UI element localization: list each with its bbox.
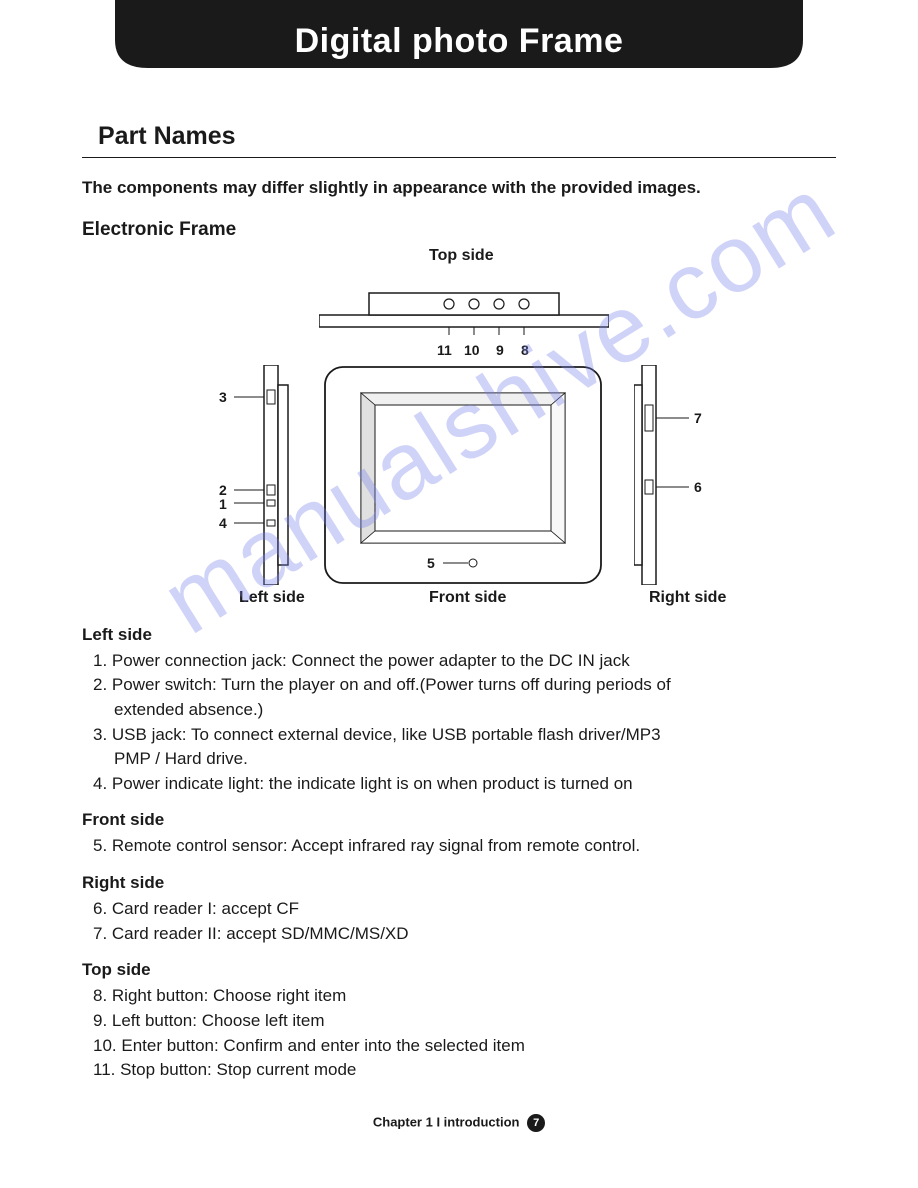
callout-8: 8: [521, 342, 529, 358]
part-item: 9. Left button: Choose left item: [82, 1009, 836, 1034]
part-item: 7. Card reader II: accept SD/MMC/MS/XD: [82, 922, 836, 947]
intro-text: The components may differ slightly in ap…: [82, 176, 836, 201]
callout-5: 5: [427, 555, 435, 571]
callout-6: 6: [694, 479, 702, 495]
header-title: Digital photo Frame: [0, 22, 918, 61]
diagram-top-view: [319, 275, 609, 335]
group-heading: Front side: [82, 810, 836, 830]
group-heading: Top side: [82, 960, 836, 980]
callout-11: 11: [437, 342, 452, 358]
callout-1: 1: [219, 496, 227, 512]
callout-4: 4: [219, 515, 227, 531]
diagram-label-right: Right side: [649, 589, 726, 607]
diagram-right-view: [634, 365, 694, 585]
page-content: Part Names The components may differ sli…: [0, 80, 918, 1083]
callout-9: 9: [496, 342, 504, 358]
diagram-label-top: Top side: [429, 247, 494, 265]
group-heading: Left side: [82, 625, 836, 645]
part-descriptions: Left side 1. Power connection jack: Conne…: [82, 625, 836, 1083]
callout-3: 3: [219, 389, 227, 405]
part-item: 8. Right button: Choose right item: [82, 984, 836, 1009]
page-footer: Chapter 1 I introduction 7: [0, 1114, 918, 1132]
part-item: 2. Power switch: Turn the player on and …: [82, 673, 836, 698]
section-divider: [82, 157, 836, 158]
page-number: 7: [527, 1114, 545, 1132]
part-item: 11. Stop button: Stop current mode: [82, 1058, 836, 1083]
diagram-label-left: Left side: [239, 589, 305, 607]
part-item: 4. Power indicate light: the indicate li…: [82, 772, 836, 797]
part-item-cont: extended absence.): [82, 698, 836, 723]
group-heading: Right side: [82, 873, 836, 893]
diagram-front-view: [323, 365, 603, 585]
callout-7: 7: [694, 410, 702, 426]
footer-chapter: Chapter 1 I introduction: [373, 1114, 520, 1129]
parts-diagram: Top side Left side Front side Right side…: [109, 247, 809, 607]
part-item: 10. Enter button: Confirm and enter into…: [82, 1034, 836, 1059]
subsection-heading: Electronic Frame: [82, 219, 836, 241]
part-item: 1. Power connection jack: Connect the po…: [82, 649, 836, 674]
header-banner: Digital photo Frame: [0, 0, 918, 80]
part-item: 6. Card reader I: accept CF: [82, 897, 836, 922]
diagram-label-front: Front side: [429, 589, 506, 607]
diagram-left-view: [234, 365, 294, 585]
callout-10: 10: [464, 342, 480, 358]
part-item: 5. Remote control sensor: Accept infrare…: [82, 834, 836, 859]
part-item: 3. USB jack: To connect external device,…: [82, 723, 836, 748]
part-item-cont: PMP / Hard drive.: [82, 747, 836, 772]
section-heading: Part Names: [82, 122, 836, 151]
